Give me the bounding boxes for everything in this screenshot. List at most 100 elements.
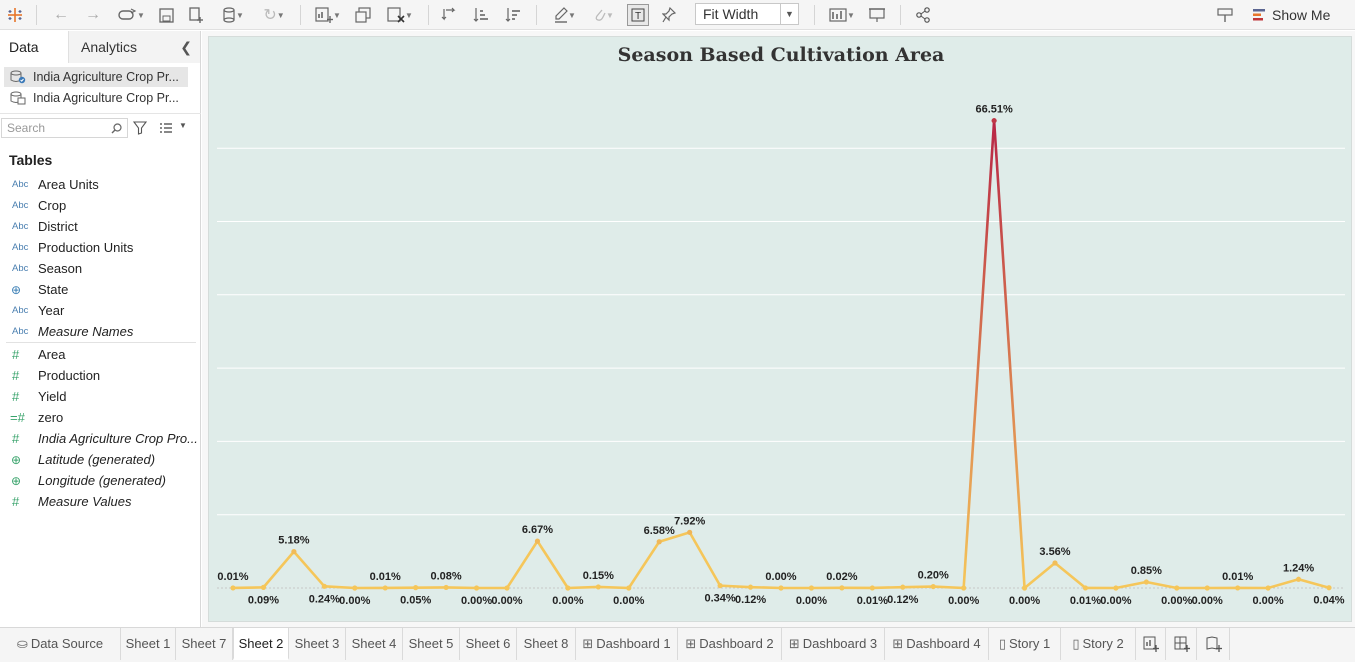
tab-sheet-3[interactable]: Sheet 3 [289,628,346,660]
data-point[interactable] [1326,585,1331,590]
data-point[interactable] [687,530,692,535]
data-point[interactable] [1083,585,1088,590]
tab-story-1[interactable]: ▯Story 1 [989,628,1061,660]
share-icon[interactable] [912,4,934,26]
view-options-chevron-icon[interactable]: ▼ [179,121,187,130]
tab-sheet-2[interactable]: Sheet 2 [233,628,289,660]
data-point[interactable] [596,584,601,589]
refresh-icon[interactable]: ↻▼ [256,4,292,26]
tab-data[interactable]: Data [0,31,69,63]
undo-icon[interactable]: ← [50,4,72,26]
tab-sheet-7[interactable]: Sheet 7 [176,628,233,660]
data-point[interactable] [383,585,388,590]
show-me-button[interactable]: Show Me [1252,4,1330,26]
data-point[interactable] [1174,585,1179,590]
sort-descending-icon[interactable] [502,4,524,26]
data-point[interactable] [778,585,783,590]
swap-rows-columns-icon[interactable] [438,4,460,26]
highlight-icon[interactable]: ▼ [548,4,582,26]
tab-sheet-5[interactable]: Sheet 5 [403,628,460,660]
data-point[interactable] [1235,585,1240,590]
datasource-item[interactable]: India Agriculture Crop Pr... [4,88,188,108]
fit-width-select[interactable]: Fit Width ▼ [695,3,799,25]
field-item[interactable]: #Yield [0,386,200,407]
view-options-icon[interactable] [159,123,173,133]
new-dashboard-tab-icon[interactable] [1167,628,1197,660]
fix-axes-icon[interactable] [658,4,680,26]
tableau-logo-icon[interactable] [4,4,26,26]
data-point[interactable] [444,585,449,590]
tab-sheet-6[interactable]: Sheet 6 [460,628,517,660]
data-point[interactable] [1144,579,1149,584]
field-item[interactable]: #Measure Values [0,491,200,512]
field-item[interactable]: ⊕Latitude (generated) [0,449,200,470]
viz-area[interactable]: Season Based Cultivation Area 0.01%0.09%… [208,36,1352,622]
line-chart[interactable]: 0.01%0.09%5.18%0.24%0.00%0.01%0.05%0.08%… [209,37,1353,623]
data-point[interactable] [626,585,631,590]
tab-dashboard-4[interactable]: ⊞Dashboard 4 [885,628,989,660]
data-point[interactable] [657,539,662,544]
field-item[interactable]: #Area [0,344,200,365]
data-point[interactable] [718,583,723,588]
sort-ascending-icon[interactable] [470,4,492,26]
data-point[interactable] [900,585,905,590]
show-cards-icon[interactable]: ▼ [825,4,859,26]
tab-data-source[interactable]: ⛀Data Source [0,628,121,660]
tab-sheet-1[interactable]: Sheet 1 [121,628,176,660]
data-point[interactable] [322,584,327,589]
tab-sheet-8[interactable]: Sheet 8 [517,628,576,660]
field-item[interactable]: =#zero [0,407,200,428]
data-point[interactable] [1296,577,1301,582]
pin-icon[interactable] [1214,4,1236,26]
field-item[interactable]: #India Agriculture Crop Pro... [0,428,200,449]
data-point[interactable] [474,585,479,590]
tab-sheet-4[interactable]: Sheet 4 [346,628,403,660]
tab-analytics[interactable]: Analytics ❮ [69,31,200,63]
duplicate-sheet-icon[interactable] [352,4,374,26]
tab-story-2[interactable]: ▯Story 2 [1061,628,1136,660]
tab-dashboard-1[interactable]: ⊞Dashboard 1 [576,628,678,660]
data-point[interactable] [1205,585,1210,590]
data-point[interactable] [870,585,875,590]
tab-dashboard-2[interactable]: ⊞Dashboard 2 [678,628,782,660]
data-point[interactable] [748,585,753,590]
new-worksheet-tab-icon[interactable] [1136,628,1166,660]
data-point[interactable] [1266,585,1271,590]
field-item[interactable]: ⊕State [0,279,200,300]
data-point[interactable] [291,549,296,554]
presentation-mode-icon[interactable] [866,4,888,26]
tab-dashboard-3[interactable]: ⊞Dashboard 3 [782,628,885,660]
datasource-item[interactable]: India Agriculture Crop Pr... [4,67,188,87]
swap-datasource-icon[interactable]: ▼ [112,4,150,26]
pause-updates-icon[interactable]: ▼ [216,4,250,26]
field-item[interactable]: #Production [0,365,200,386]
clear-sheet-icon[interactable]: ▼ [382,4,418,26]
new-datasource-icon[interactable] [186,4,206,26]
field-item[interactable]: ⊕Longitude (generated) [0,470,200,491]
search-input[interactable]: Search [1,118,128,138]
data-point[interactable] [504,585,509,590]
data-point[interactable] [230,585,235,590]
data-point[interactable] [261,585,266,590]
redo-icon[interactable]: → [82,4,104,26]
new-worksheet-icon[interactable]: ▼ [310,4,346,26]
data-point[interactable] [839,585,844,590]
data-point[interactable] [535,539,540,544]
save-icon[interactable] [156,4,176,26]
data-point[interactable] [352,585,357,590]
data-point[interactable] [1113,585,1118,590]
data-point[interactable] [809,585,814,590]
data-point[interactable] [1022,585,1027,590]
collapse-pane-icon[interactable]: ❮ [180,31,192,63]
new-story-tab-icon[interactable] [1198,628,1230,660]
data-point[interactable] [413,585,418,590]
data-point[interactable] [992,118,997,123]
data-point[interactable] [961,585,966,590]
data-point[interactable] [565,585,570,590]
